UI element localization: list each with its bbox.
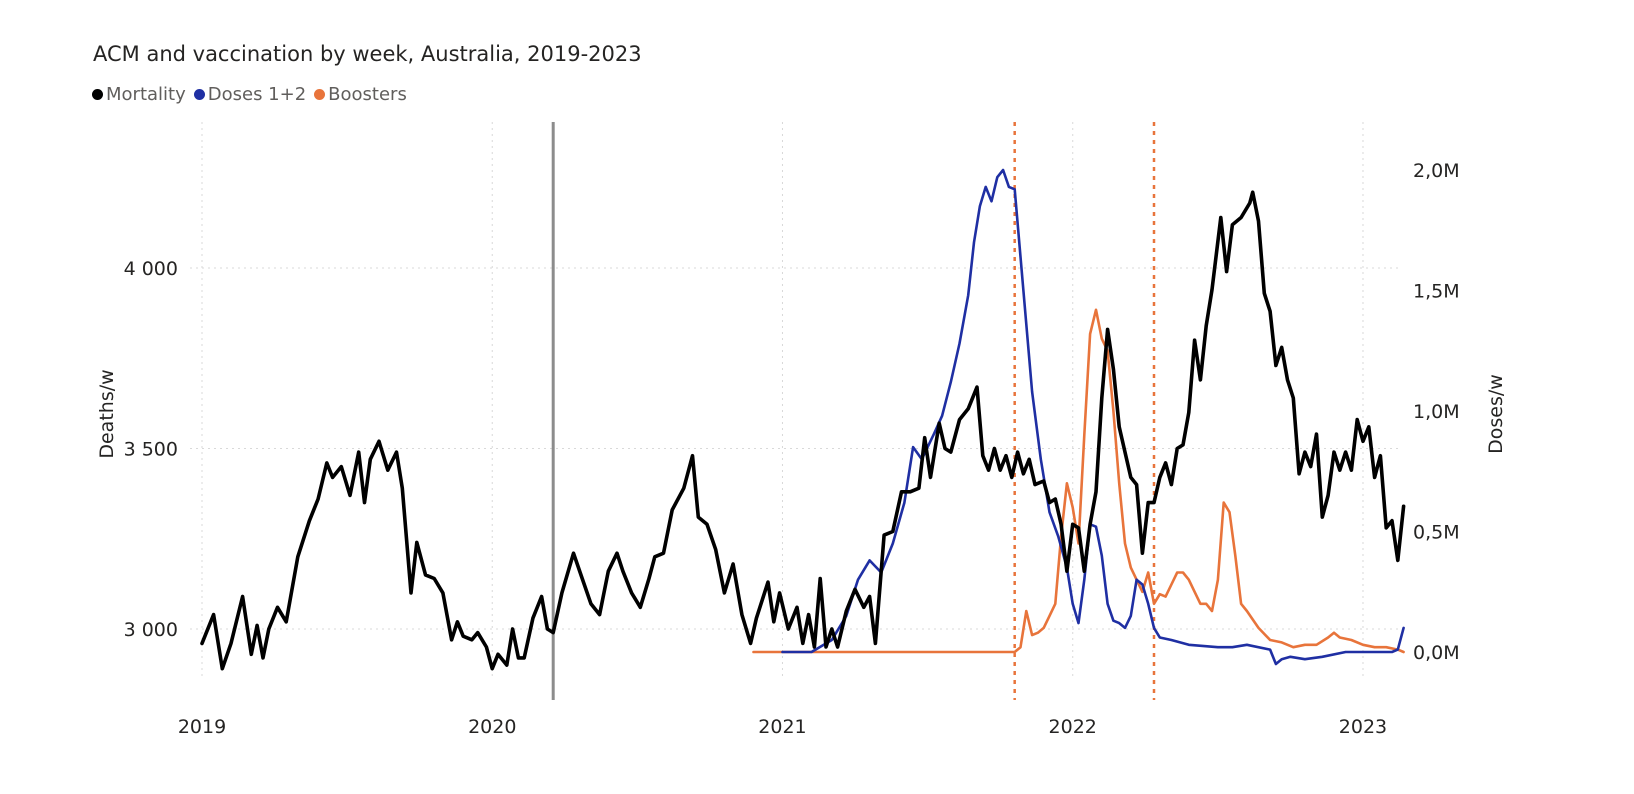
series-line-doses-1-2[interactable] (781, 168, 1405, 666)
y-left-axis-title: Deaths/w (96, 369, 118, 458)
x-tick-label-2023: 2023 (1339, 716, 1387, 738)
legend-item-mortality[interactable]: Mortality (92, 84, 186, 105)
x-tick-label-2019: 2019 (178, 716, 226, 738)
series-line-mortality[interactable] (200, 190, 1406, 671)
x-tick-label-2020: 2020 (468, 716, 516, 738)
legend-label-mortality: Mortality (106, 84, 186, 105)
y-right-tick-label-0: 0,0M (1413, 642, 1460, 664)
legend-dot-mortality (92, 89, 103, 100)
chart-legend: Mortality Doses 1+2 Boosters (92, 84, 407, 105)
y-right-tick-label-4: 2,0M (1413, 160, 1460, 182)
legend-dot-boosters (314, 89, 326, 100)
y-right-axis-title: Doses/w (1485, 374, 1507, 454)
legend-label-boosters: Boosters (328, 84, 407, 105)
y-right-tick-label-1: 0,5M (1413, 522, 1460, 544)
y-left-tick-label-0: 3 000 (124, 619, 178, 641)
y-left-tick-label-1: 3 500 (124, 439, 178, 461)
y-left-tick-label-2: 4 000 (124, 258, 178, 280)
x-tick-label-2022: 2022 (1049, 716, 1097, 738)
legend-label-doses: Doses 1+2 (207, 84, 307, 105)
y-right-tick-label-3: 1,5M (1413, 281, 1460, 303)
legend-dot-doses (193, 89, 205, 100)
series-line-boosters[interactable] (752, 308, 1405, 654)
y-right-tick-label-2: 1,0M (1413, 401, 1460, 423)
x-tick-label-2021: 2021 (758, 716, 806, 738)
legend-item-doses[interactable]: Doses 1+2 (193, 84, 307, 105)
chart-title: ACM and vaccination by week, Australia, … (93, 42, 642, 66)
legend-item-boosters[interactable]: Boosters (314, 84, 407, 105)
